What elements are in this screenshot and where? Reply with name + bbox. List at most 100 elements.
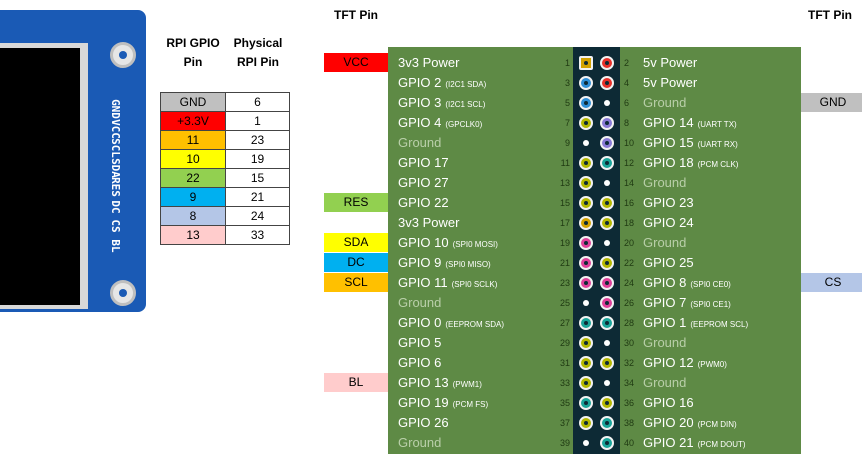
pin-dot-left — [579, 416, 593, 430]
pin-number-left: 9 — [564, 138, 570, 148]
gpio-function-label: (PWM1) — [452, 380, 482, 389]
pin-dot-right — [600, 196, 614, 210]
rpi-gpio-cell: 10 — [160, 149, 226, 169]
pin-number-right: 38 — [624, 418, 635, 428]
physical-pin-cell: 6 — [225, 92, 290, 112]
gpio-label-right: GPIO 23 — [643, 195, 694, 210]
pin-dot-right — [600, 116, 614, 130]
pin-number-right: 30 — [624, 338, 635, 348]
gpio-label-right: Ground — [643, 175, 687, 190]
pin-number-right: 6 — [624, 98, 630, 108]
pin-dot-left — [579, 256, 593, 270]
pin-number-right: 26 — [624, 298, 635, 308]
gpio-function-label: (SPI0 SCLK) — [451, 280, 498, 289]
gpio-label-left: GPIO 26 — [398, 415, 449, 430]
pin-number-right: 4 — [624, 78, 630, 88]
pin-dot-left — [579, 396, 593, 410]
pin-dot-left — [579, 96, 593, 110]
pin-number-left: 15 — [559, 198, 570, 208]
mount-hole-bottom — [110, 280, 136, 306]
pin-dot-left — [579, 156, 593, 170]
pin-number-left: 29 — [559, 338, 570, 348]
gpio-function-label: (PCM DIN) — [697, 420, 737, 429]
gpio-label-left: GPIO 22 — [398, 195, 449, 210]
tft-signal-left-scl: SCL — [324, 273, 388, 292]
gpio-label-right: Ground — [643, 375, 687, 390]
gpio-label-left: GPIO 13 (PWM1) — [398, 375, 482, 390]
pin-number-right: 22 — [624, 258, 635, 268]
gpio-function-label: (SPI0 CE1) — [690, 300, 731, 309]
pin-number-right: 14 — [624, 178, 635, 188]
gpio-label-left: 3v3 Power — [398, 215, 460, 230]
gpio-function-label: (EEPROM SCL) — [690, 320, 749, 329]
gpio-function-label: (PCM CLK) — [697, 160, 739, 169]
pin-number-left: 3 — [564, 78, 570, 88]
pin-dot-left — [579, 356, 593, 370]
gpio-label-left: GPIO 2 (I2C1 SDA) — [398, 75, 487, 90]
pin-number-right: 8 — [624, 118, 630, 128]
table-row: GND 6 — [160, 92, 290, 112]
tft-signal-right-cs: CS — [801, 273, 862, 292]
pin-dot-right — [600, 356, 614, 370]
gpio-function-label: (EEPROM SDA) — [445, 320, 505, 329]
pin-dot-right — [600, 316, 614, 330]
gpio-function-label: (SPI0 MISO) — [445, 260, 491, 269]
table-row: 13 33 — [160, 225, 290, 245]
gpio-label-right: GPIO 25 — [643, 255, 694, 270]
physical-pin-cell: 21 — [225, 187, 290, 207]
pin-number-left: 27 — [559, 318, 570, 328]
physical-pin-cell: 33 — [225, 225, 290, 245]
gpio-label-left: GPIO 3 (I2C1 SCL) — [398, 95, 486, 110]
pin-number-left: 17 — [559, 218, 570, 228]
pin-number-left: 7 — [564, 118, 570, 128]
gpio-function-label: (PCM FS) — [452, 400, 489, 409]
physical-pin-cell: 24 — [225, 206, 290, 226]
gpio-label-right: GPIO 15 (UART RX) — [643, 135, 738, 150]
physical-pin-cell: 1 — [225, 111, 290, 131]
gpio-label-right: GPIO 1 (EEPROM SCL) — [643, 315, 749, 330]
pin-dot-right — [600, 156, 614, 170]
pin-number-left: 31 — [559, 358, 570, 368]
pin-number-left: 5 — [564, 98, 570, 108]
rpi-gpio-cell: 13 — [160, 225, 226, 245]
gpio-label-right: GPIO 21 (PCM DOUT) — [643, 435, 746, 450]
tft-signal-left-sda: SDA — [324, 233, 388, 252]
rpi-gpio-cell: GND — [160, 92, 226, 112]
pin-number-left: 11 — [560, 158, 570, 168]
pin-mapping-table: GND 6 +3.3V 1 11 23 10 19 22 15 9 21 8 24 13 33 — [160, 92, 290, 245]
gpio-label-right: Ground — [643, 95, 687, 110]
gpio-label-right: Ground — [643, 335, 687, 350]
rpi-gpio-cell: 8 — [160, 206, 226, 226]
gpio-function-label: (I2C1 SCL) — [445, 100, 486, 109]
gpio-label-right: GPIO 24 — [643, 215, 694, 230]
pin-dot-right — [604, 380, 610, 386]
pin-number-right: 28 — [624, 318, 635, 328]
pin-dot-left — [579, 376, 593, 390]
gpio-label-right: 5v Power — [643, 55, 698, 70]
header-rpi-gpio-pin: RPI GPIO Pin — [166, 36, 220, 69]
gpio-label-left: GPIO 10 (SPI0 MOSI) — [398, 235, 498, 250]
gpio-label-left: Ground — [398, 135, 442, 150]
gpio-label-left: GPIO 6 — [398, 355, 442, 370]
pin-number-right: 36 — [624, 398, 635, 408]
pin-number-right: 34 — [624, 378, 635, 388]
tft-module-pin-bl: BL — [109, 238, 122, 253]
pin-dot-right — [600, 56, 614, 70]
mount-hole-top — [110, 42, 136, 68]
pin-number-right: 40 — [624, 438, 635, 448]
tft-pin-title-left: TFT Pin — [334, 8, 378, 22]
gpio-label-right: GPIO 20 (PCM DIN) — [643, 415, 737, 430]
pin-number-right: 12 — [624, 158, 635, 168]
pin-dot-left — [579, 316, 593, 330]
gpio-label-left: GPIO 5 — [398, 335, 442, 350]
gpio-label-right: Ground — [643, 235, 687, 250]
pin-number-left: 33 — [559, 378, 570, 388]
gpio-label-right: GPIO 12 (PWM0) — [643, 355, 727, 370]
pin-dot-right — [600, 136, 614, 150]
pin-dot-left — [583, 440, 589, 446]
pin-number-right: 18 — [624, 218, 635, 228]
pin-dot-left — [579, 276, 593, 290]
pin-number-right: 24 — [624, 278, 635, 288]
pin-dot-left — [579, 216, 593, 230]
physical-pin-cell: 19 — [225, 149, 290, 169]
